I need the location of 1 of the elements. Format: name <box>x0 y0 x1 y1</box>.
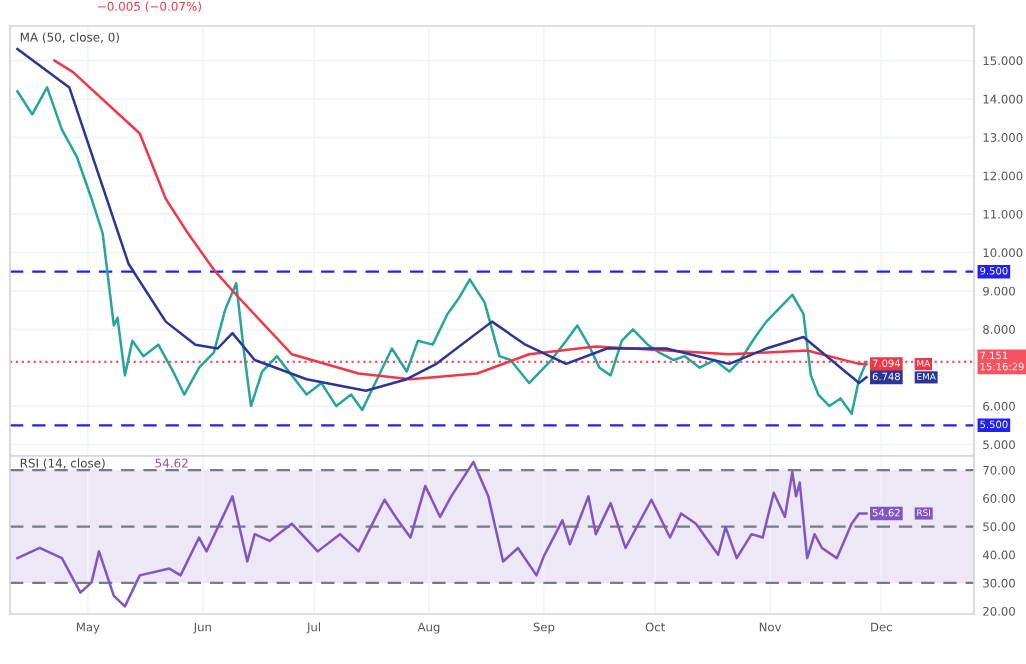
line-series <box>16 86 868 416</box>
